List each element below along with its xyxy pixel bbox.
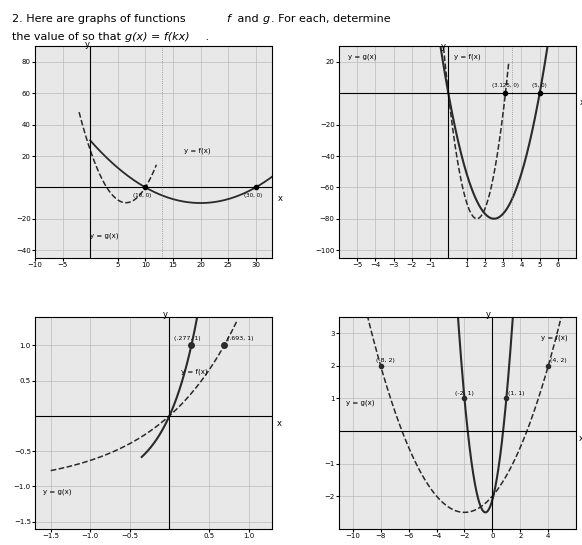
Text: (.693, 1): (.693, 1) bbox=[228, 336, 254, 341]
Text: y = f(x): y = f(x) bbox=[184, 148, 211, 154]
Text: y: y bbox=[486, 310, 491, 319]
Text: y = g(x): y = g(x) bbox=[348, 54, 377, 60]
Text: (.277, 1): (.277, 1) bbox=[174, 336, 201, 341]
Text: x: x bbox=[579, 434, 582, 443]
Text: f: f bbox=[226, 14, 230, 23]
Text: 2. Here are graphs of functions: 2. Here are graphs of functions bbox=[12, 14, 189, 23]
Text: (3.125, 0): (3.125, 0) bbox=[492, 83, 519, 88]
Text: y = f(x): y = f(x) bbox=[454, 54, 481, 60]
Text: y = f(x): y = f(x) bbox=[541, 335, 568, 341]
Text: (-2, 1): (-2, 1) bbox=[455, 391, 474, 396]
Text: y = g(x): y = g(x) bbox=[90, 233, 119, 239]
Text: .: . bbox=[202, 32, 209, 41]
Text: and: and bbox=[234, 14, 262, 23]
Text: (10, 0): (10, 0) bbox=[133, 193, 152, 198]
Text: (-8, 2): (-8, 2) bbox=[377, 358, 395, 363]
Text: (30, 0): (30, 0) bbox=[244, 193, 262, 198]
Text: the value of so that: the value of so that bbox=[12, 32, 124, 41]
Text: g(x) = f(kx): g(x) = f(kx) bbox=[125, 32, 190, 41]
Text: (4, 2): (4, 2) bbox=[549, 358, 566, 363]
Text: (5, 0): (5, 0) bbox=[533, 83, 547, 88]
Text: g: g bbox=[263, 14, 270, 23]
Text: . For each, determine: . For each, determine bbox=[271, 14, 391, 23]
Text: y: y bbox=[85, 40, 90, 50]
Text: x: x bbox=[276, 419, 281, 428]
Text: y: y bbox=[441, 42, 445, 51]
Text: y = g(x): y = g(x) bbox=[43, 488, 72, 495]
Text: (1, 1): (1, 1) bbox=[508, 391, 524, 396]
Text: y = f(x): y = f(x) bbox=[182, 368, 208, 375]
Text: y = g(x): y = g(x) bbox=[346, 400, 374, 407]
Text: y: y bbox=[163, 310, 168, 318]
Text: x: x bbox=[278, 193, 283, 203]
Text: x: x bbox=[580, 98, 582, 107]
